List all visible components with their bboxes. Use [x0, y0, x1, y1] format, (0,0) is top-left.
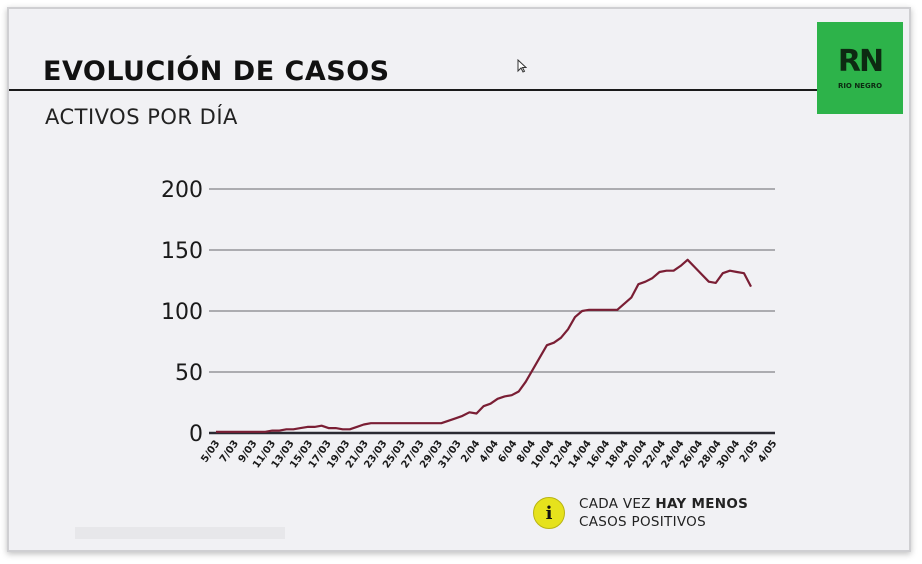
x-tick-label: 2/04 — [459, 438, 482, 464]
page-subtitle: ACTIVOS POR DÍA — [45, 105, 238, 129]
note-line1-pre: CADA VEZ — [579, 496, 656, 512]
y-tick-label: 0 — [189, 422, 203, 447]
x-tick-label: 2/05 — [738, 438, 761, 464]
info-icon: i — [533, 497, 565, 529]
series-line — [216, 258, 752, 433]
x-tick-label: 4/04 — [478, 438, 501, 464]
x-tick-label: 4/05 — [756, 438, 779, 464]
logo-mark: RN — [837, 44, 884, 79]
y-tick-label: 150 — [161, 239, 203, 264]
title-divider — [9, 89, 819, 91]
x-tick-label: 7/03 — [218, 438, 241, 464]
info-note-text: CADA VEZ HAY MENOS CASOS POSITIVOS — [579, 495, 748, 531]
faded-footer-band — [75, 527, 285, 539]
y-tick-label: 100 — [161, 300, 203, 325]
y-tick-label: 200 — [161, 178, 203, 203]
logo-subtext: RIO NEGRO — [837, 82, 883, 90]
slide-frame: EVOLUCIÓN DE CASOS ACTIVOS POR DÍA RN RI… — [7, 7, 911, 552]
mouse-pointer-icon — [517, 59, 527, 73]
note-line2: CASOS POSITIVOS — [579, 514, 706, 530]
note-line1-bold: HAY MENOS — [655, 496, 749, 512]
y-tick-label: 50 — [175, 361, 203, 386]
page-title: EVOLUCIÓN DE CASOS — [43, 56, 390, 87]
x-tick-label: 6/04 — [496, 438, 519, 464]
line-chart: 0501001502005/037/039/0311/0313/0315/031… — [161, 178, 779, 471]
info-note: i CADA VEZ HAY MENOS CASOS POSITIVOS — [533, 495, 748, 531]
rio-negro-logo: RN RIO NEGRO — [817, 22, 903, 114]
